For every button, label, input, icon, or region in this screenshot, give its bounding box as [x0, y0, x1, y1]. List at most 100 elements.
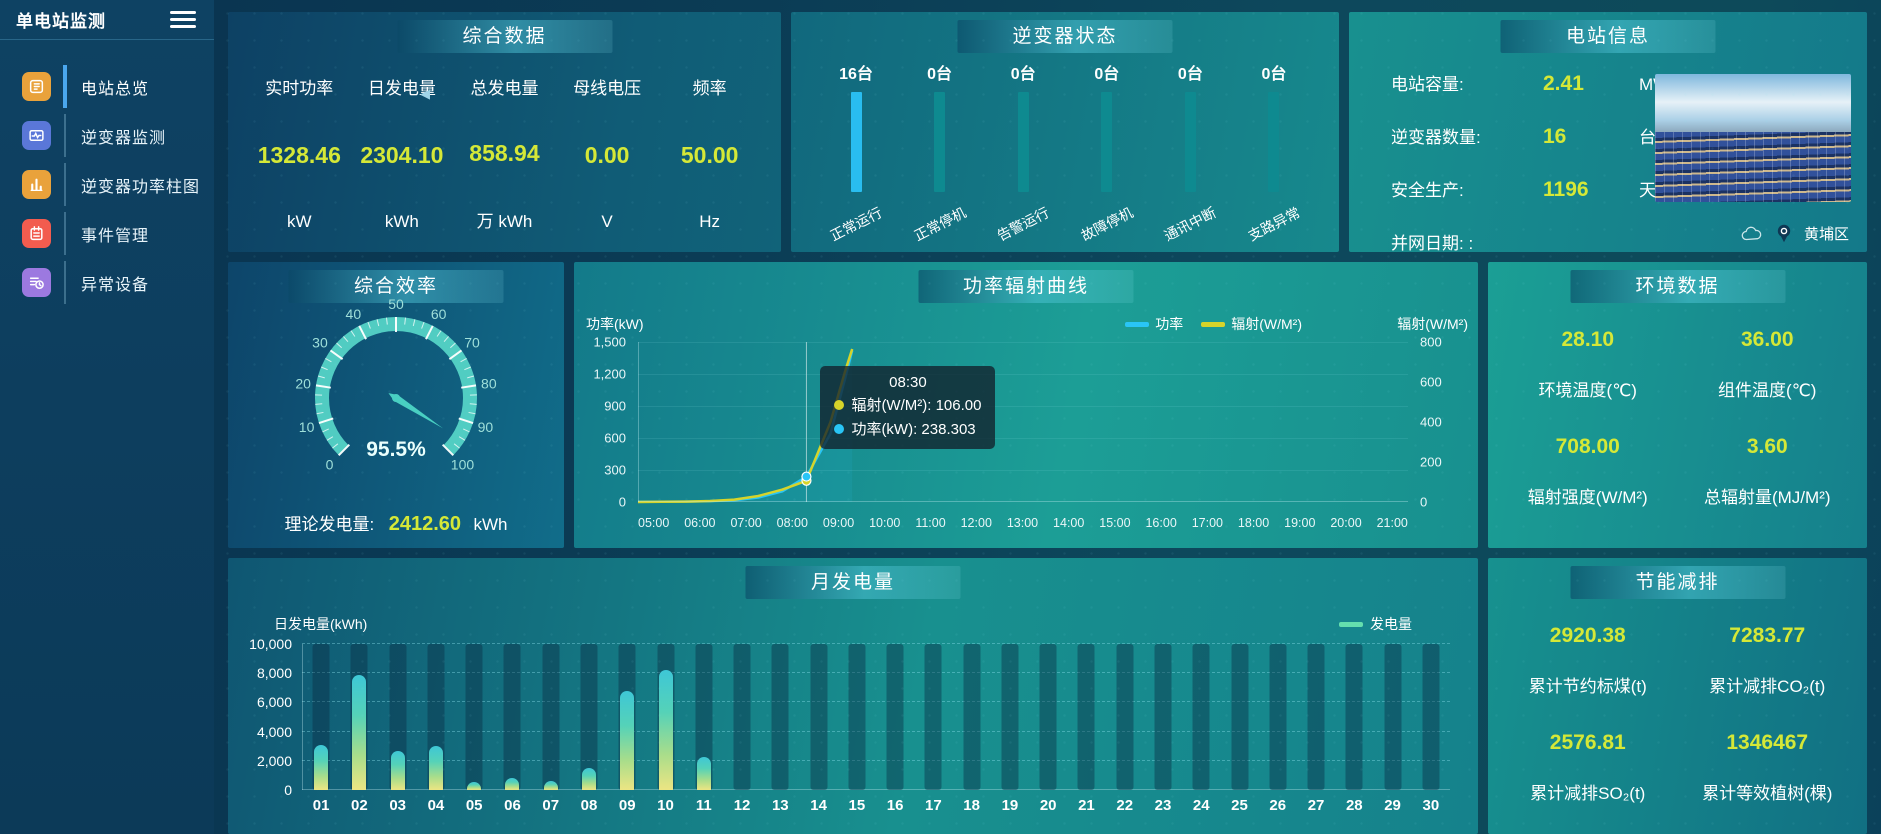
sidebar-item-event-management[interactable]: 事件管理 — [0, 209, 214, 258]
inverter-bar-group: 0台支路异常 — [1239, 60, 1309, 252]
x-axis-tick: 26 — [1269, 797, 1287, 814]
inverter-bar[interactable] — [850, 92, 862, 192]
generation-bar[interactable] — [428, 746, 443, 790]
bar-cell: 22 — [1106, 644, 1144, 814]
inverter-bar-group: 0台 通讯中断 — [1155, 60, 1225, 252]
bar-shadow — [1154, 644, 1172, 790]
inverter-power-bars-icon — [22, 170, 51, 199]
y-axis-tick-right: 0 — [1420, 494, 1428, 510]
inverter-count: 0台 — [927, 66, 953, 83]
sidebar-item-inverter-monitor[interactable]: 逆变器监测 — [0, 111, 214, 160]
gridline — [302, 730, 1450, 732]
y-axis-tick: 0 — [284, 782, 292, 798]
panel-station-info: 电站信息 电站容量: 2.41 MW 逆变器数量: 16 台 安全生产: 119 — [1349, 12, 1867, 253]
sidebar-item-abnormal-devices[interactable]: 异常设备 — [0, 258, 214, 307]
x-axis-tick: 16:00 — [1145, 516, 1177, 530]
x-axis-tick: 02 — [351, 797, 368, 814]
legend-item-power[interactable]: 功率 — [1125, 314, 1183, 334]
generation-bar[interactable] — [352, 674, 367, 790]
bar-cell: 15 — [838, 644, 876, 814]
inverter-state-label: 支路异常 — [1245, 204, 1303, 244]
gridline — [302, 643, 1450, 644]
generation-bar[interactable] — [467, 781, 482, 790]
metric-label: 母线电压 — [573, 79, 642, 98]
generation-bar[interactable] — [581, 768, 596, 790]
bar-cell: 13 — [761, 644, 799, 814]
x-axis-tick: 18 — [963, 797, 980, 814]
x-axis-tick: 13 — [771, 797, 789, 814]
hamburger-menu-icon[interactable] — [170, 7, 196, 32]
x-axis-tick: 28 — [1345, 797, 1363, 814]
power-legend-dash-icon — [1125, 321, 1150, 327]
generation-bar[interactable] — [620, 690, 635, 790]
bar-shadow — [1001, 644, 1019, 790]
inverter-bar[interactable] — [1101, 92, 1113, 192]
inverter-monitor-icon — [22, 121, 51, 150]
environment-metrics: 28.10 环境温度(℃) 36.00 组件温度(℃) 708.00 辐射强度(… — [1488, 262, 1867, 508]
left-axis-name: 功率(kW) — [586, 316, 644, 332]
bar-cell: 23 — [1144, 644, 1182, 814]
metric-unit: 万 kWh — [476, 212, 533, 231]
power-curve-plot[interactable]: 08:30 辐射(W/M²): 106.00 功率(kW): 238.303 0… — [593, 335, 1441, 510]
panel-title: 综合效率 — [288, 270, 504, 303]
svg-text:95.5%: 95.5% — [366, 438, 426, 461]
generation-bar[interactable] — [543, 780, 558, 790]
sidebar-item-inverter-power-bars[interactable]: 逆变器功率柱图 — [0, 160, 214, 209]
so2-reduced: 2576.81 累计减排SO₂(t) — [1498, 731, 1678, 804]
inverter-bar[interactable] — [1268, 92, 1280, 192]
inverter-bar[interactable] — [934, 92, 946, 192]
gridline — [302, 672, 1450, 674]
inverter-bar-group: 0台 正常停机 — [905, 60, 975, 252]
weather-cloud-icon[interactable] — [1740, 225, 1764, 243]
bar-cell: 11 — [685, 644, 723, 814]
generation-bar[interactable] — [696, 757, 711, 790]
x-axis-tick: 24 — [1192, 797, 1210, 814]
bar-cell: 17 — [914, 644, 952, 814]
bar-cell: 18 — [953, 644, 991, 814]
stat-label: 环境温度(℃) — [1538, 381, 1637, 400]
sidebar: 单电站监测 电站总览 逆变器监测 — [0, 0, 214, 834]
inverter-count: 0台 — [1261, 66, 1287, 83]
sidebar-item-station-overview[interactable]: 电站总览 — [0, 62, 214, 111]
stat-value: 7283.77 — [1729, 624, 1806, 647]
coal-saved: 2920.38 累计节约标煤(t) — [1498, 624, 1678, 697]
row-unit: 台 — [1639, 128, 1656, 147]
inverter-bar[interactable] — [1017, 92, 1029, 192]
sidebar-collapse-arrow-icon[interactable]: ◀ — [420, 86, 430, 101]
generation-bar[interactable] — [390, 750, 405, 790]
svg-text:10: 10 — [299, 419, 315, 435]
monthly-grid: 0 2,000 4,000 6,000 8,000 10,000 — [249, 636, 1450, 798]
bar-shadow — [1345, 644, 1363, 790]
tooltip-text: 功率(kW): 238.303 — [851, 421, 976, 438]
monthly-legend[interactable]: 发电量 — [1339, 614, 1412, 634]
panel-efficiency: 综合效率 0 10 20 30 40 50 60 70 80 90 100 95.5% 理论发电量: … — [228, 262, 564, 548]
tooltip-text: 辐射(W/M²): 106.00 — [851, 397, 982, 414]
bar-cell: 20 — [1029, 644, 1067, 814]
legend-item-radiation[interactable]: 辐射(W/M²) — [1201, 314, 1302, 334]
tooltip-radiation-row: 辐射(W/M²): 106.00 — [834, 394, 981, 415]
bar-cell: 06 — [493, 644, 531, 814]
bar-cell: 09 — [608, 644, 646, 814]
sidebar-header: 单电站监测 — [0, 0, 214, 40]
sidebar-item-label: 电站总览 — [81, 80, 150, 98]
stat-label: 累计节约标煤(t) — [1528, 677, 1647, 696]
radiation-dot-icon — [834, 399, 845, 410]
app-title: 单电站监测 — [16, 12, 106, 31]
sidebar-item-label: 异常设备 — [81, 276, 150, 294]
power-curve-lines — [637, 342, 854, 504]
bar-shadow — [886, 644, 904, 790]
generation-bar[interactable] — [505, 778, 520, 790]
right-axis-name: 辐射(W/M²) — [1397, 316, 1468, 332]
row-unit: 天 — [1639, 181, 1656, 200]
inverter-bar[interactable] — [1184, 92, 1196, 192]
generation-bar[interactable] — [314, 744, 329, 790]
bar-cell: 16 — [876, 644, 914, 814]
panel-inverter-status: 逆变器状态 16台 正常运行 0台 正常停机 0台 告警运行 0台 故障停机 0台 通讯中断 0台支… — [791, 12, 1339, 252]
x-axis-tick: 10 — [657, 797, 674, 814]
location-pin-icon[interactable] — [1776, 224, 1792, 243]
generation-bar[interactable] — [658, 670, 673, 790]
metric-total-generation: 总发电量 858.94 万 kWh — [453, 74, 556, 232]
x-axis-tick: 20:00 — [1330, 516, 1362, 530]
inverter-state-label: 故障停机 — [1078, 204, 1136, 244]
y-axis-line — [302, 644, 303, 790]
